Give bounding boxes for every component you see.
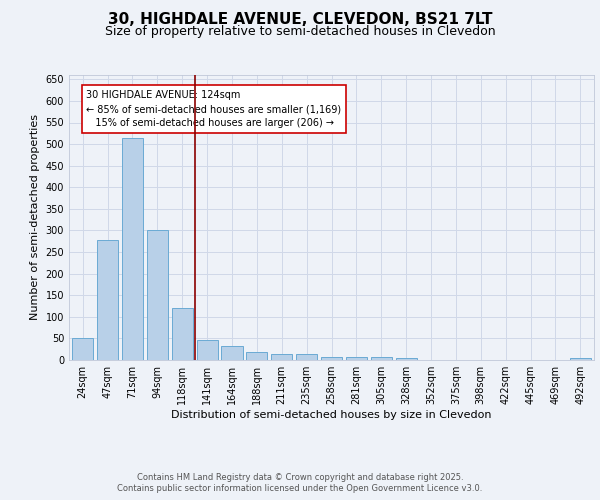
Text: Size of property relative to semi-detached houses in Clevedon: Size of property relative to semi-detach… <box>104 25 496 38</box>
Bar <box>122 138 143 360</box>
Bar <box>97 240 118 360</box>
Bar <box>221 346 242 360</box>
Bar <box>271 354 292 360</box>
Bar <box>395 358 417 360</box>
Text: Contains public sector information licensed under the Open Government Licence v3: Contains public sector information licen… <box>118 484 482 493</box>
Bar <box>296 354 317 360</box>
Bar <box>197 340 218 360</box>
Bar <box>72 338 93 360</box>
Bar <box>147 230 168 360</box>
Bar <box>570 358 591 360</box>
Y-axis label: Number of semi-detached properties: Number of semi-detached properties <box>30 114 40 320</box>
Bar <box>371 358 392 360</box>
Text: 30, HIGHDALE AVENUE, CLEVEDON, BS21 7LT: 30, HIGHDALE AVENUE, CLEVEDON, BS21 7LT <box>108 12 492 28</box>
Text: Contains HM Land Registry data © Crown copyright and database right 2025.: Contains HM Land Registry data © Crown c… <box>137 472 463 482</box>
Bar <box>172 308 193 360</box>
X-axis label: Distribution of semi-detached houses by size in Clevedon: Distribution of semi-detached houses by … <box>171 410 492 420</box>
Bar <box>346 356 367 360</box>
Text: 30 HIGHDALE AVENUE: 124sqm
← 85% of semi-detached houses are smaller (1,169)
   : 30 HIGHDALE AVENUE: 124sqm ← 85% of semi… <box>86 90 341 128</box>
Bar <box>321 358 342 360</box>
Bar <box>246 352 268 360</box>
